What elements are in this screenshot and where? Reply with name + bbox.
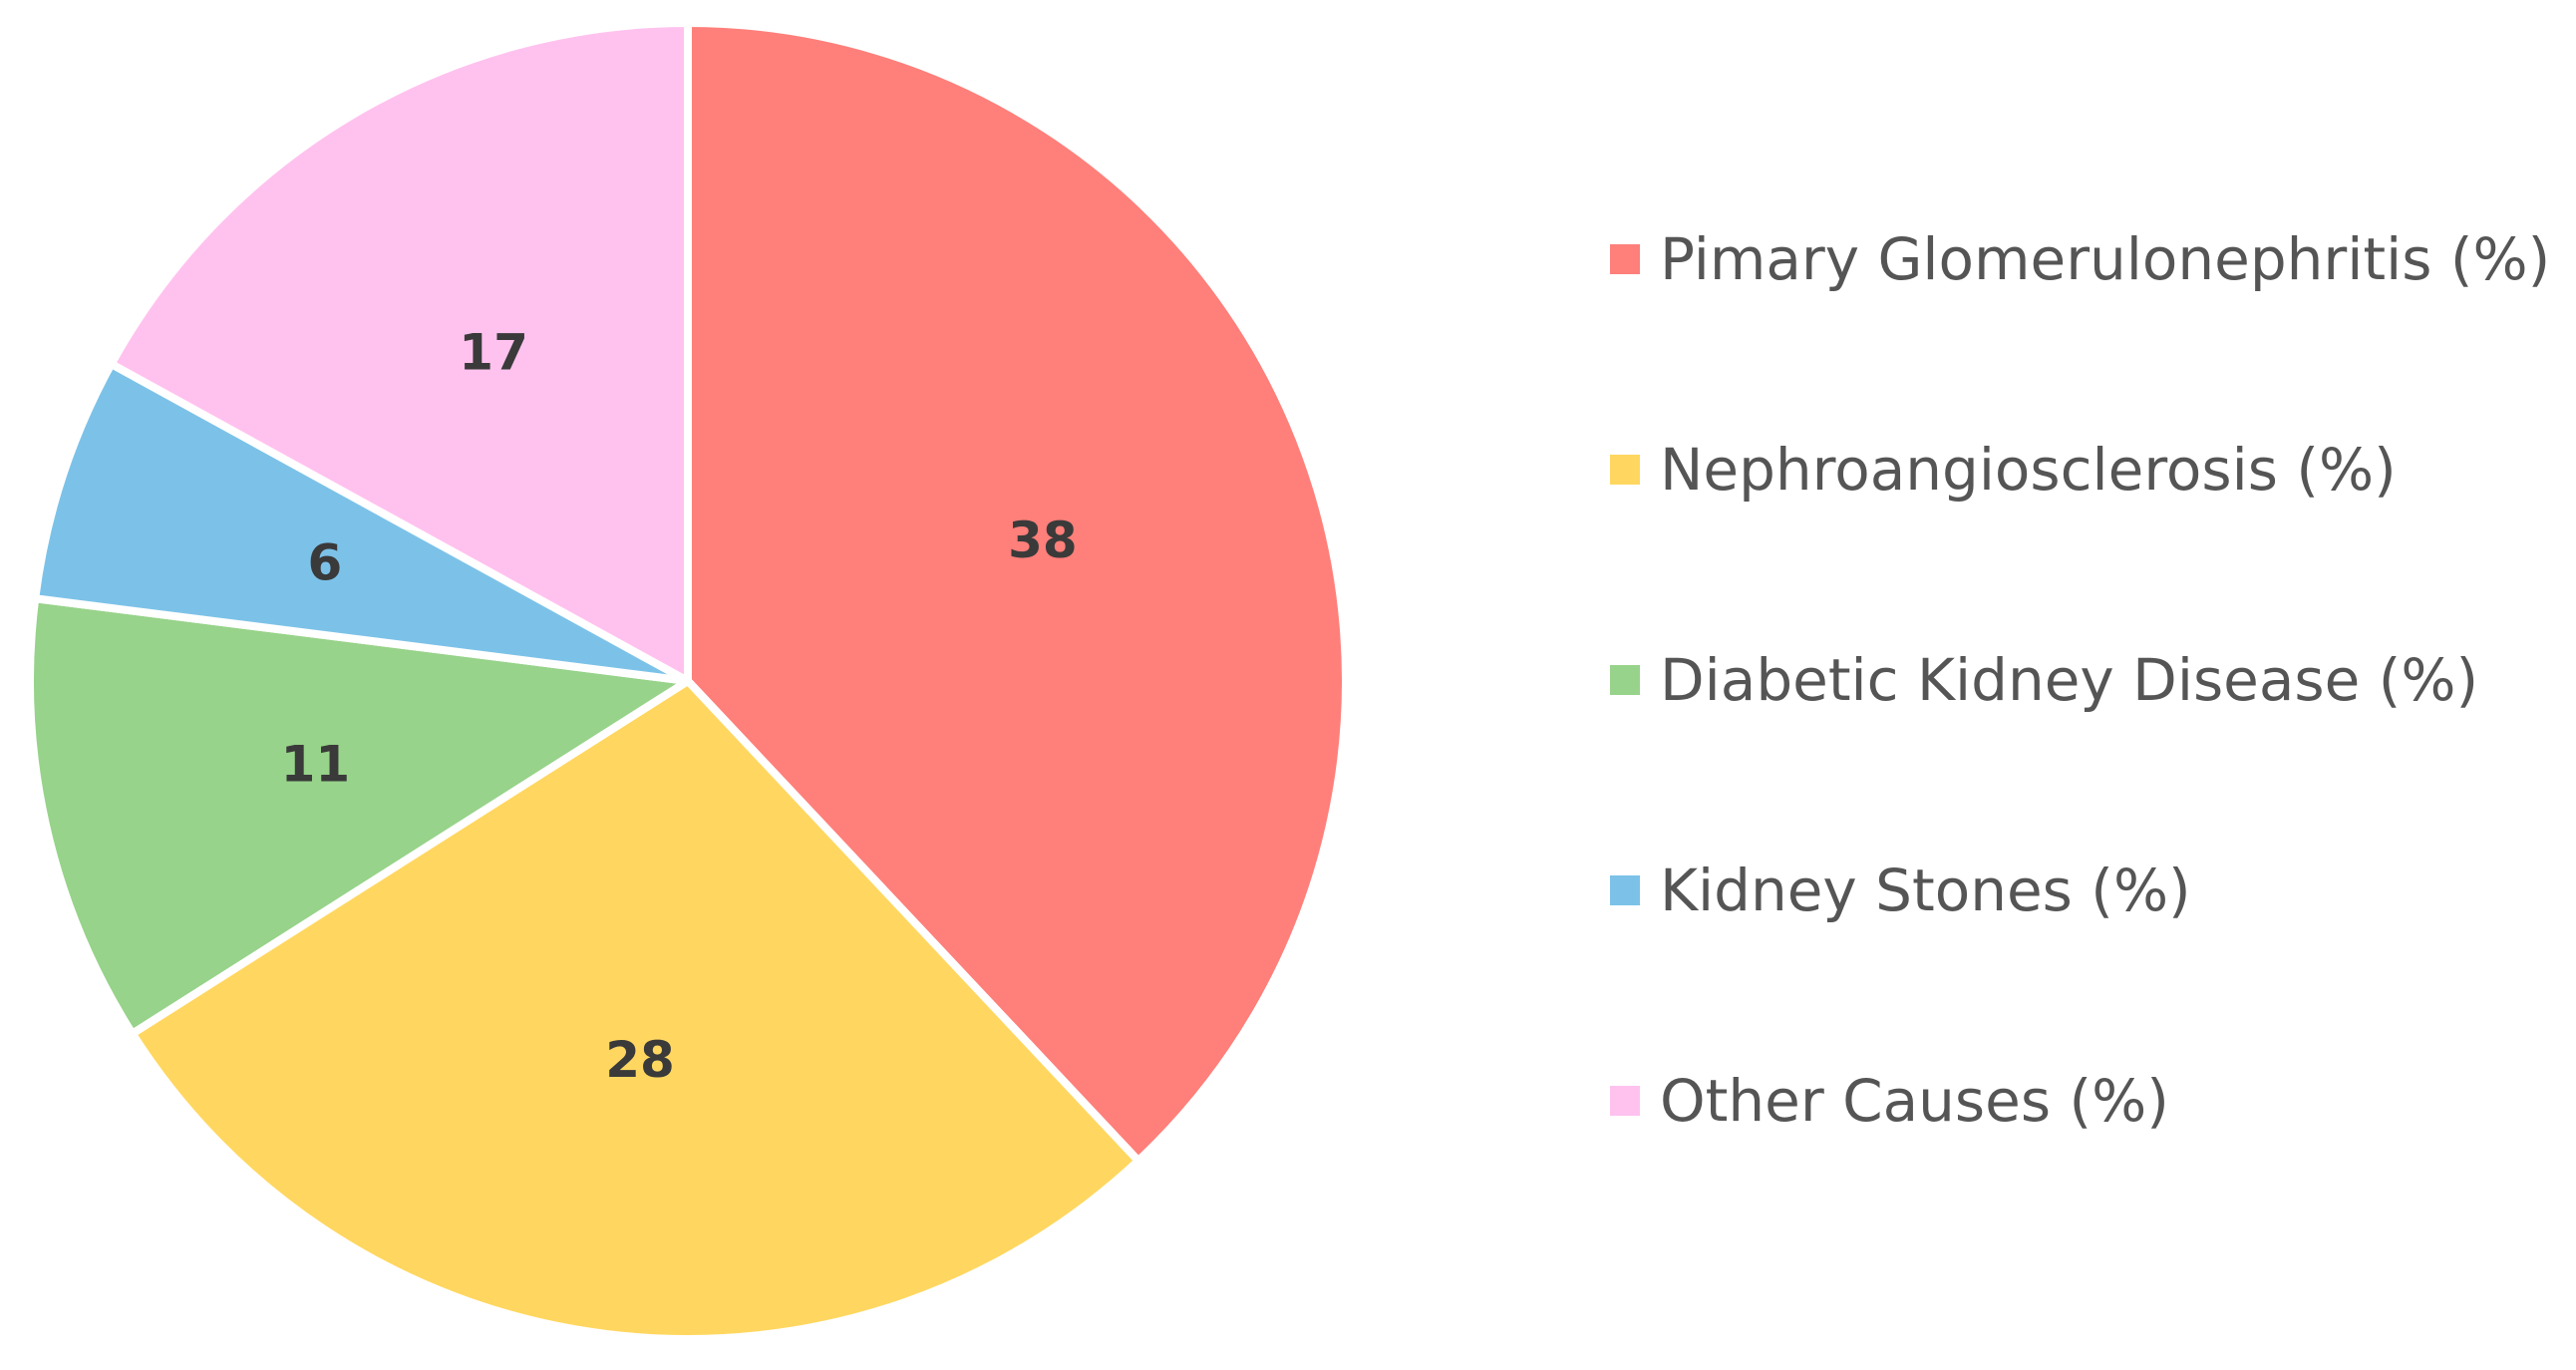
legend-swatch-3 (1610, 665, 1640, 695)
legend-swatch-2 (1610, 455, 1640, 485)
legend-label-4: Kidney Stones (%) (1660, 856, 2191, 924)
legend-item-3: Diabetic Kidney Disease (%) (1610, 646, 2478, 714)
legend: Pimary Glomerulonephritis (%) Nephroangio… (1610, 225, 2550, 1135)
pie-slice-5 (107, 19, 692, 685)
pie-slice-1 (684, 19, 1350, 1166)
legend-label-5: Other Causes (%) (1660, 1067, 2169, 1135)
pie-slice-4 (31, 360, 692, 685)
legend-swatch-1 (1610, 244, 1640, 274)
pie-data-label-1: 38 (1008, 512, 1078, 569)
pie-slices (26, 19, 1350, 1343)
legend-label-1: Pimary Glomerulonephritis (%) (1660, 225, 2550, 293)
legend-item-4: Kidney Stones (%) (1610, 856, 2191, 924)
legend-item-5: Other Causes (%) (1610, 1067, 2169, 1135)
pie-data-label-5: 17 (459, 324, 528, 382)
pie-data-label-4: 6 (308, 534, 343, 592)
pie-slice-3 (26, 594, 692, 1038)
legend-label-2: Nephroangiosclerosis (%) (1660, 436, 2397, 504)
legend-swatch-5 (1610, 1086, 1640, 1116)
pie-data-label-2: 28 (605, 1031, 675, 1089)
legend-swatch-4 (1610, 875, 1640, 905)
legend-label-3: Diabetic Kidney Disease (%) (1660, 646, 2478, 714)
pie-data-labels: 38 28 11 6 17 (281, 324, 1078, 1089)
pie-data-label-3: 11 (281, 736, 351, 794)
legend-item-2: Nephroangiosclerosis (%) (1610, 436, 2397, 504)
pie-slice-2 (128, 677, 1142, 1343)
legend-item-1: Pimary Glomerulonephritis (%) (1610, 225, 2550, 293)
